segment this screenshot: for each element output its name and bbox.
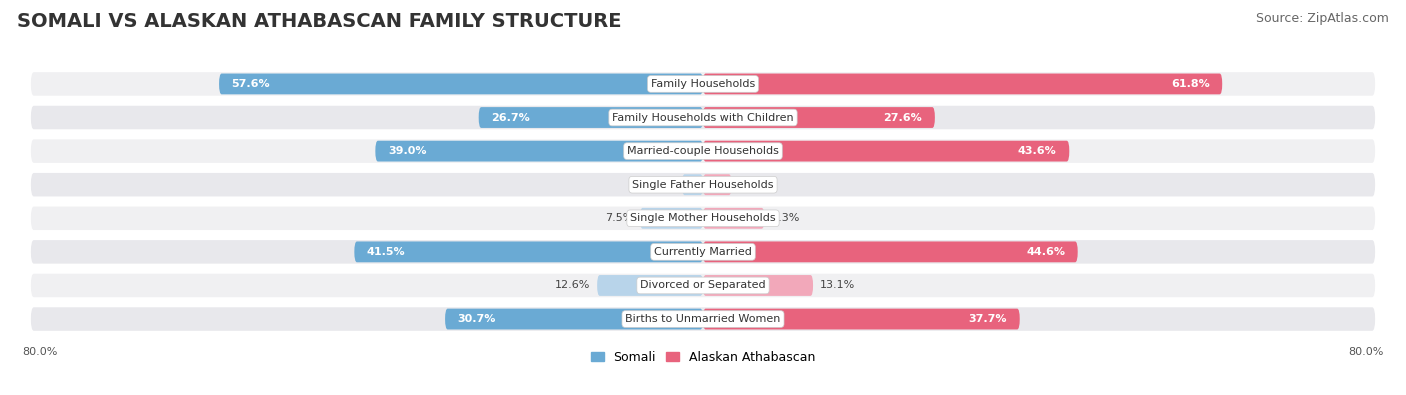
FancyBboxPatch shape (703, 141, 1070, 162)
FancyBboxPatch shape (703, 73, 1222, 94)
Text: Married-couple Households: Married-couple Households (627, 146, 779, 156)
Text: 37.7%: 37.7% (969, 314, 1007, 324)
FancyBboxPatch shape (703, 275, 813, 296)
Text: 7.3%: 7.3% (770, 213, 800, 223)
Text: 12.6%: 12.6% (555, 280, 591, 290)
Text: Single Mother Households: Single Mother Households (630, 213, 776, 223)
Text: 41.5%: 41.5% (367, 247, 405, 257)
Text: Divorced or Separated: Divorced or Separated (640, 280, 766, 290)
Text: 27.6%: 27.6% (883, 113, 922, 122)
FancyBboxPatch shape (31, 106, 1375, 129)
Text: 80.0%: 80.0% (22, 346, 58, 357)
FancyBboxPatch shape (219, 73, 703, 94)
Text: Single Father Households: Single Father Households (633, 180, 773, 190)
Text: 7.5%: 7.5% (605, 213, 633, 223)
FancyBboxPatch shape (703, 174, 731, 195)
FancyBboxPatch shape (478, 107, 703, 128)
Text: Family Households: Family Households (651, 79, 755, 89)
FancyBboxPatch shape (31, 139, 1375, 163)
FancyBboxPatch shape (446, 308, 703, 329)
Text: 44.6%: 44.6% (1026, 247, 1066, 257)
FancyBboxPatch shape (375, 141, 703, 162)
FancyBboxPatch shape (31, 173, 1375, 196)
Text: 57.6%: 57.6% (232, 79, 270, 89)
FancyBboxPatch shape (703, 308, 1019, 329)
Legend: Somali, Alaskan Athabascan: Somali, Alaskan Athabascan (591, 351, 815, 364)
Text: Births to Unmarried Women: Births to Unmarried Women (626, 314, 780, 324)
FancyBboxPatch shape (703, 107, 935, 128)
Text: 13.1%: 13.1% (820, 280, 855, 290)
FancyBboxPatch shape (703, 208, 765, 229)
FancyBboxPatch shape (31, 240, 1375, 263)
FancyBboxPatch shape (31, 72, 1375, 96)
Text: Source: ZipAtlas.com: Source: ZipAtlas.com (1256, 12, 1389, 25)
Text: Currently Married: Currently Married (654, 247, 752, 257)
Text: Family Households with Children: Family Households with Children (612, 113, 794, 122)
Text: 80.0%: 80.0% (1348, 346, 1384, 357)
Text: 2.5%: 2.5% (647, 180, 675, 190)
Text: 30.7%: 30.7% (458, 314, 496, 324)
Text: 26.7%: 26.7% (491, 113, 530, 122)
Text: 61.8%: 61.8% (1171, 79, 1209, 89)
Text: 39.0%: 39.0% (388, 146, 426, 156)
FancyBboxPatch shape (31, 307, 1375, 331)
FancyBboxPatch shape (703, 241, 1078, 262)
Text: 3.4%: 3.4% (738, 180, 766, 190)
FancyBboxPatch shape (640, 208, 703, 229)
FancyBboxPatch shape (31, 207, 1375, 230)
Text: SOMALI VS ALASKAN ATHABASCAN FAMILY STRUCTURE: SOMALI VS ALASKAN ATHABASCAN FAMILY STRU… (17, 12, 621, 31)
Text: 43.6%: 43.6% (1018, 146, 1057, 156)
FancyBboxPatch shape (598, 275, 703, 296)
FancyBboxPatch shape (682, 174, 703, 195)
FancyBboxPatch shape (354, 241, 703, 262)
FancyBboxPatch shape (31, 274, 1375, 297)
